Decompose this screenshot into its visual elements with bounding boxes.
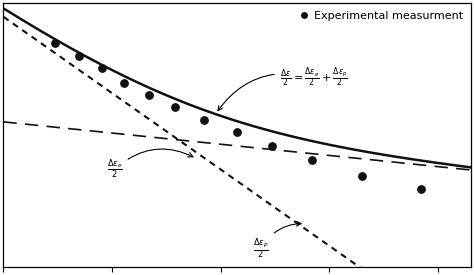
Point (269, 144, 276, 148)
Legend: Experimental measurment: Experimental measurment (296, 9, 465, 23)
Point (200, 118, 208, 122)
Text: $\frac{\Delta\varepsilon_p}{2}$: $\frac{\Delta\varepsilon_p}{2}$ (253, 221, 301, 261)
Point (358, 174, 366, 178)
Point (146, 93, 153, 98)
Text: $\frac{\Delta\varepsilon_e}{2}$: $\frac{\Delta\varepsilon_e}{2}$ (107, 149, 193, 181)
Point (121, 81, 128, 85)
Point (98, 65, 105, 70)
Point (233, 130, 240, 134)
Point (309, 158, 316, 162)
Text: $\frac{\Delta\varepsilon}{2} = \frac{\Delta\varepsilon_e}{2} + \frac{\Delta\vare: $\frac{\Delta\varepsilon}{2} = \frac{\De… (218, 65, 347, 111)
Point (52, 41, 59, 45)
Point (75, 54, 83, 58)
Point (417, 187, 425, 191)
Point (171, 105, 179, 109)
